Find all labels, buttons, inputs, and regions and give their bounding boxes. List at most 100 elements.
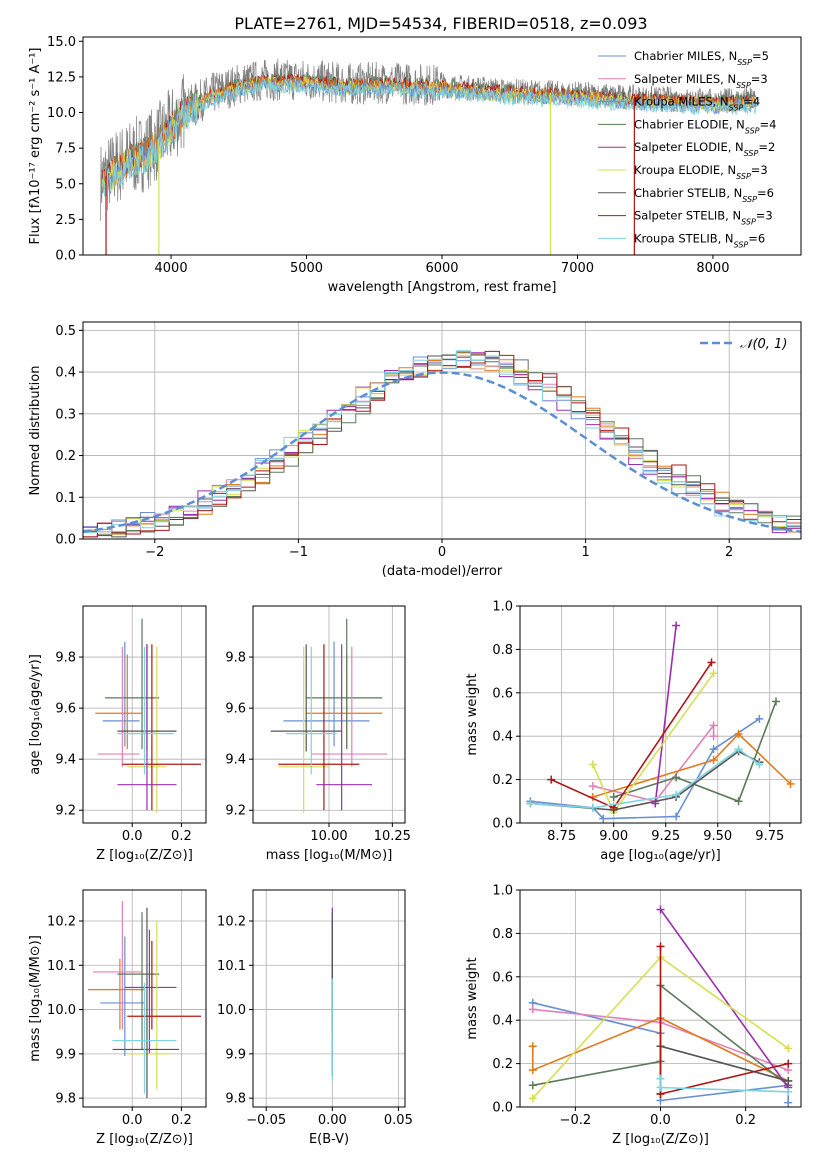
weight-marker-salpeter_stelib bbox=[656, 942, 665, 951]
weight-marker-kroupa_stelib bbox=[656, 1074, 665, 1083]
weight-line-orange bbox=[592, 732, 792, 798]
weight-marker-chabrier_elodie bbox=[672, 773, 681, 782]
y-tick-label: 0.3 bbox=[55, 407, 76, 422]
x-tick-label: 10.25 bbox=[374, 829, 411, 844]
y-tick-label: 0.8 bbox=[492, 927, 513, 942]
x-tick-label: 0.0 bbox=[122, 829, 143, 844]
x-tick-label: 0.2 bbox=[171, 1113, 192, 1128]
weight-marker-kroupa_elodie bbox=[528, 1094, 537, 1103]
y-tick-label: 0.2 bbox=[492, 773, 513, 788]
weight-marker-chabrier_stelib bbox=[784, 1076, 793, 1085]
y-tick-label: 0.4 bbox=[55, 366, 76, 381]
y-tick-label: 0.2 bbox=[492, 1057, 513, 1072]
weight-line-salpeter_miles bbox=[592, 723, 715, 803]
weight-marker-salpeter_stelib bbox=[547, 775, 556, 784]
y-tick-label: 0.4 bbox=[492, 1014, 513, 1029]
y-tick-label: 9.8 bbox=[55, 1092, 76, 1107]
panel-age_vs_mass: 10.00 10.25 9.2 9.4 9.6 9.8 mass [log₁₀(M/M⊙)] bbox=[225, 605, 411, 863]
weight-marker-chabrier_elodie bbox=[528, 1081, 537, 1090]
y-tick-label: 9.2 bbox=[55, 804, 76, 819]
plot-area bbox=[95, 618, 202, 813]
axes-frame bbox=[252, 889, 406, 1108]
weight-marker-kroupa_stelib bbox=[734, 745, 743, 754]
observed-spectrum bbox=[100, 58, 757, 221]
x-tick-label: 0.0 bbox=[122, 1113, 143, 1128]
weight-marker-salpeter_elodie bbox=[672, 621, 681, 630]
axes-frame bbox=[82, 889, 207, 1108]
y-tick-label: 5.0 bbox=[55, 177, 76, 192]
y-tick-label: 10.0 bbox=[217, 1003, 246, 1018]
y-tick-label: 9.8 bbox=[225, 1092, 246, 1107]
legend-label-chabrier_stelib: Chabrier STELIB, NSSP=6 bbox=[634, 186, 774, 204]
y-tick-label: 9.4 bbox=[225, 753, 246, 768]
histogram-kroupa_stelib bbox=[83, 350, 801, 534]
weight-marker-chabrier_elodie bbox=[734, 797, 743, 806]
legend-label-salpeter_stelib: Salpeter STELIB, NSSP=3 bbox=[634, 209, 773, 227]
weight-marker-kroupa_stelib bbox=[755, 760, 764, 769]
weight-line-kroupa_stelib bbox=[530, 748, 760, 809]
weight-marker-kroupa_stelib bbox=[784, 1087, 793, 1096]
y-tick-label: 1.0 bbox=[492, 600, 513, 615]
plot-area bbox=[87, 901, 202, 1099]
x-tick-label: 9.50 bbox=[703, 829, 732, 844]
y-tick-label: 0.8 bbox=[492, 643, 513, 658]
weight-marker-chabrier_miles bbox=[672, 812, 681, 821]
y-tick-label: 9.2 bbox=[225, 804, 246, 819]
x-axis-label: (data-model)/error bbox=[382, 564, 503, 579]
x-tick-label: 0.2 bbox=[171, 829, 192, 844]
panel-mass_vs_EBV: −0.05 0.00 0.05 9.8 9.9 10.0 10.1 10.2 E(B-V) bbox=[217, 889, 413, 1147]
weight-marker-salpeter_stelib bbox=[784, 1059, 793, 1068]
plot-area bbox=[526, 621, 795, 823]
y-tick-label: 0.6 bbox=[492, 970, 513, 985]
x-tick-label: 0.05 bbox=[384, 1113, 413, 1128]
y-tick-label: 9.6 bbox=[225, 702, 246, 717]
y-tick-label: 10.2 bbox=[217, 915, 246, 930]
y-tick-label: 9.6 bbox=[55, 702, 76, 717]
panel-weight_vs_Z: −0.2 0.0 0.2 0.0 0.2 0.4 0.6 0.8 1.0 Z [log₁₀(Z/Z… bbox=[465, 884, 802, 1147]
weight-marker-chabrier_elodie bbox=[772, 697, 781, 706]
panel-spectrum: 4000 5000 6000 7000 8000 0.0 2.5 5.0 7.5 10.0 12.5… bbox=[28, 35, 802, 295]
weight-marker-kroupa_stelib bbox=[526, 799, 535, 808]
legend-label-chabrier_miles: Chabrier MILES, NSSP=5 bbox=[634, 49, 769, 67]
y-axis-label: mass weight bbox=[465, 673, 480, 755]
y-tick-label: 0.4 bbox=[492, 730, 513, 745]
y-tick-label: 7.5 bbox=[55, 142, 76, 157]
x-tick-label: 9.75 bbox=[755, 829, 784, 844]
axes-frame bbox=[519, 605, 802, 824]
x-tick-label: −0.05 bbox=[246, 1113, 286, 1128]
y-tick-label: 12.5 bbox=[47, 70, 76, 85]
legend-label-kroupa_miles: Kroupa MILES, NSSP=4 bbox=[634, 95, 760, 113]
weight-marker-salpeter_miles bbox=[588, 782, 597, 791]
legend-label-salpeter_miles: Salpeter MILES, NSSP=3 bbox=[634, 72, 768, 90]
weight-marker-kroupa_stelib bbox=[588, 803, 597, 812]
x-tick-label: 5000 bbox=[290, 261, 323, 276]
x-tick-label: 4000 bbox=[155, 261, 188, 276]
y-tick-label: 0.0 bbox=[55, 533, 76, 548]
spectrum-legend: Chabrier MILES, NSSP=5 Salpeter MILES, NS… bbox=[598, 49, 776, 249]
x-tick-label: 8000 bbox=[696, 261, 729, 276]
y-tick-label: 2.5 bbox=[55, 213, 76, 228]
legend-label-salpeter_elodie: Salpeter ELODIE, NSSP=2 bbox=[634, 140, 775, 158]
weight-marker-orange bbox=[709, 756, 718, 765]
normal-curve bbox=[83, 371, 801, 533]
y-axis-label: mass [log₁₀(M/M⊙)] bbox=[28, 935, 43, 1062]
legend-label-chabrier_elodie: Chabrier ELODIE, NSSP=4 bbox=[634, 117, 776, 135]
x-axis-label: Z [log₁₀(Z/Z⊙)] bbox=[96, 1132, 193, 1147]
weight-marker-chabrier_elodie bbox=[609, 792, 618, 801]
weight-marker-orange bbox=[528, 1066, 537, 1075]
weight-marker-salpeter_miles bbox=[709, 732, 718, 741]
weight-line-orange bbox=[531, 1017, 789, 1082]
weight-line-salpeter_elodie bbox=[654, 625, 677, 804]
histogram-chabrier_stelib bbox=[83, 354, 801, 538]
y-tick-label: 10.2 bbox=[47, 915, 76, 930]
x-tick-label: 7000 bbox=[561, 261, 594, 276]
weight-marker-orange bbox=[734, 730, 743, 739]
weight-marker-kroupa_elodie bbox=[588, 760, 597, 769]
y-tick-label: 10.1 bbox=[217, 959, 246, 974]
x-tick-label: 9.00 bbox=[599, 829, 628, 844]
weight-marker-salpeter_miles bbox=[528, 1005, 537, 1014]
weight-marker-orange bbox=[528, 1042, 537, 1051]
x-axis-label: mass [log₁₀(M/M⊙)] bbox=[266, 848, 393, 863]
figure-title: PLATE=2761, MJD=54534, FIBERID=0518, z=0… bbox=[234, 14, 647, 33]
y-axis-label: Flux [fλ10⁻¹⁷ erg cm⁻² s⁻¹ A⁻¹] bbox=[28, 48, 43, 245]
